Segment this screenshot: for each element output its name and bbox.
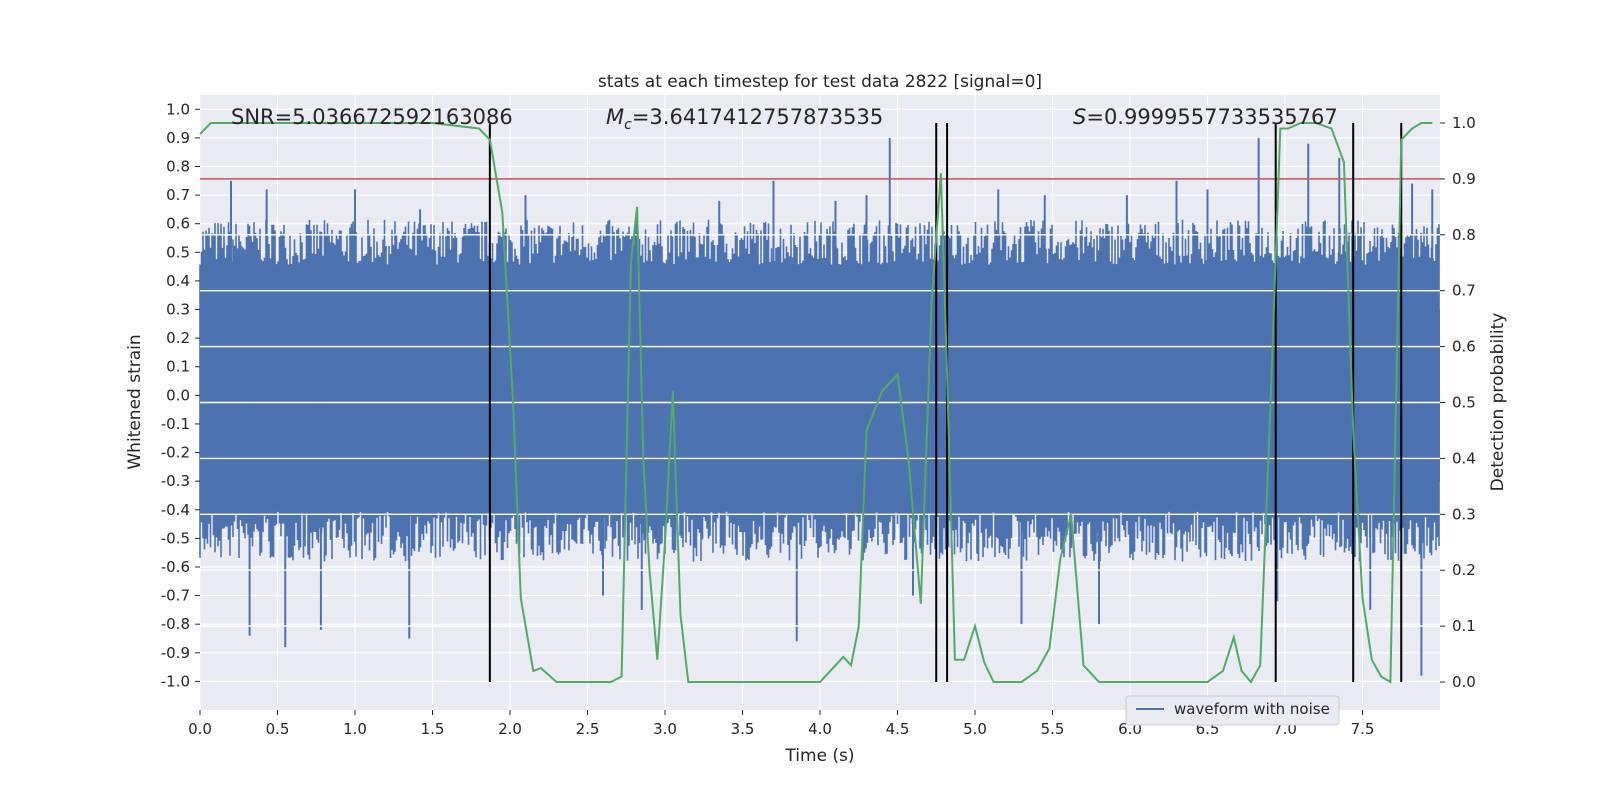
y-right-tick-label: 0.2 bbox=[1452, 561, 1476, 579]
y-left-tick-label: -0.3 bbox=[161, 472, 190, 490]
x-tick-label: 5.0 bbox=[963, 720, 987, 738]
y-left-tick-label: 0.6 bbox=[166, 215, 190, 233]
x-tick-label: 1.0 bbox=[343, 720, 367, 738]
y-right-tick-label: 0.0 bbox=[1452, 673, 1476, 691]
y-left-tick-label: 0.9 bbox=[166, 129, 190, 147]
y-left-tick-label: 0.0 bbox=[166, 386, 190, 404]
y-left-tick-label: -0.1 bbox=[161, 415, 190, 433]
x-tick-label: 3.0 bbox=[653, 720, 677, 738]
detection-probability-line bbox=[199, 122, 1433, 684]
y-left-tick-label: 0.7 bbox=[166, 186, 190, 204]
y-left-tick-label: 0.3 bbox=[166, 301, 190, 319]
strain-waveform bbox=[199, 137, 1440, 676]
strain-core bbox=[200, 309, 1440, 482]
x-tick-label: 4.5 bbox=[886, 720, 910, 738]
y-right-tick-label: 0.5 bbox=[1452, 394, 1476, 412]
y-right-axis-label: Detection probability bbox=[1488, 313, 1508, 492]
y-left-tick-label: 1.0 bbox=[166, 100, 190, 118]
y-right-tick-label: 1.0 bbox=[1452, 114, 1476, 132]
x-tick-label: 3.5 bbox=[731, 720, 755, 738]
x-tick-label: 0.5 bbox=[266, 720, 290, 738]
legend: waveform with noise bbox=[1125, 695, 1340, 726]
legend-label: waveform with noise bbox=[1174, 700, 1330, 718]
x-tick-label: 7.5 bbox=[1351, 720, 1375, 738]
x-axis-label: Time (s) bbox=[784, 746, 854, 766]
x-tick-label: 5.5 bbox=[1041, 720, 1065, 738]
x-tick-label: 2.0 bbox=[498, 720, 522, 738]
y-left-tick-label: 0.2 bbox=[166, 329, 190, 347]
chart-title: stats at each timestep for test data 282… bbox=[598, 72, 1042, 92]
y-left-tick-label: -0.6 bbox=[161, 558, 190, 576]
y-right-axis-ticks: 1.0 0.9 0.8 0.7 0.6 0.5 0.4 0.3 0.2 0.1 0.0 bbox=[1440, 114, 1476, 691]
y-right-tick-label: 0.1 bbox=[1452, 617, 1476, 635]
y-right-tick-label: 0.3 bbox=[1452, 505, 1476, 523]
y-left-axis-label: Whitened strain bbox=[125, 334, 145, 469]
y-left-tick-label: -0.8 bbox=[161, 615, 190, 633]
x-tick-label: 4.0 bbox=[808, 720, 832, 738]
y-left-tick-label: -0.2 bbox=[161, 444, 190, 462]
x-tick-label: 0.0 bbox=[188, 720, 212, 738]
y-left-tick-label: -0.9 bbox=[161, 644, 190, 662]
legend-box bbox=[1125, 695, 1340, 726]
y-right-tick-label: 0.7 bbox=[1452, 282, 1476, 300]
y-left-tick-label: 0.1 bbox=[166, 358, 190, 376]
x-tick-label: 2.5 bbox=[576, 720, 600, 738]
s-annotation: S=0.9999557733535767 bbox=[1073, 105, 1338, 129]
y-left-tick-label: 0.8 bbox=[166, 158, 190, 176]
snr-annotation: SNR=5.036672592163086 bbox=[231, 105, 513, 129]
y-left-axis-ticks: 1.0 0.9 0.8 0.7 0.6 0.5 0.4 0.3 0.2 0.1 0.0 -0.1 -0.… bbox=[161, 100, 200, 690]
y-left-tick-label: -0.5 bbox=[161, 529, 190, 547]
y-left-tick-label: -0.7 bbox=[161, 587, 190, 605]
y-right-tick-label: 0.4 bbox=[1452, 449, 1476, 467]
y-left-tick-label: -0.4 bbox=[161, 501, 190, 519]
y-left-tick-label: 0.5 bbox=[166, 243, 190, 261]
chirp-mass-annotation: Mc=3.6417412757873535 bbox=[606, 105, 883, 133]
x-tick-label: 1.5 bbox=[421, 720, 445, 738]
y-right-tick-label: 0.6 bbox=[1452, 338, 1476, 356]
y-left-tick-label: 0.4 bbox=[166, 272, 190, 290]
y-left-tick-label: -1.0 bbox=[161, 672, 190, 690]
y-right-tick-label: 0.8 bbox=[1452, 226, 1476, 244]
y-right-tick-label: 0.9 bbox=[1452, 170, 1476, 188]
